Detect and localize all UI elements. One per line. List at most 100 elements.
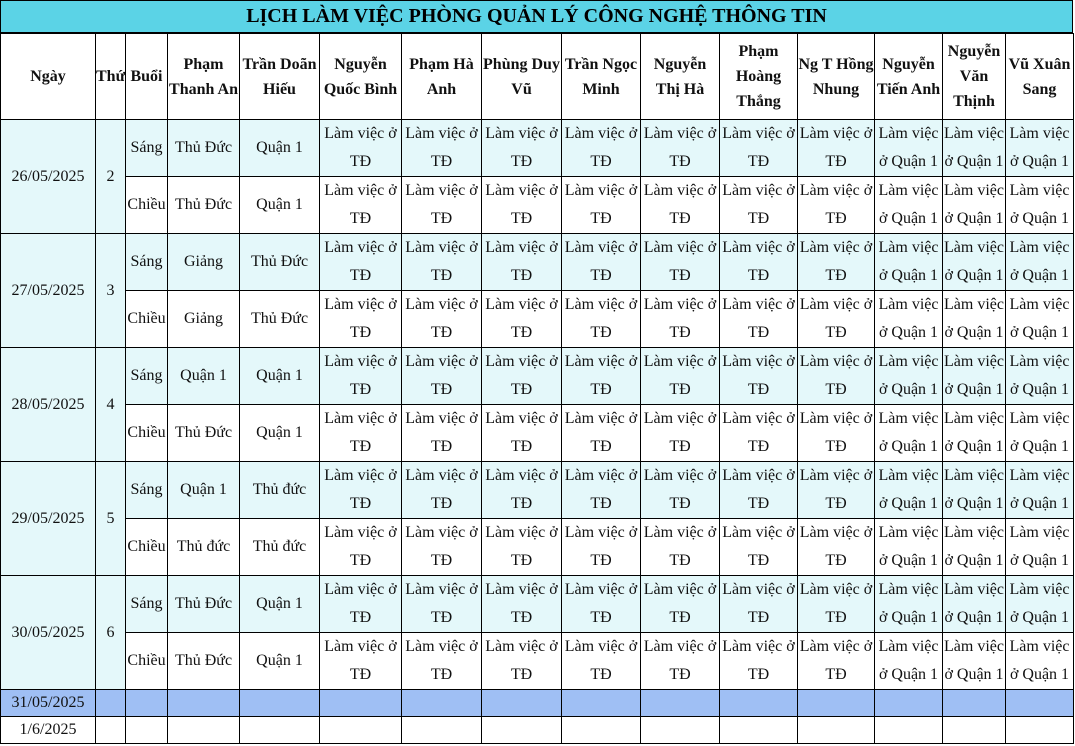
schedule-cell[interactable]: Làm việc ở TĐ: [481, 233, 562, 291]
schedule-cell[interactable]: Làm việc ở Quận 1: [874, 290, 943, 348]
schedule-cell[interactable]: Làm việc ở TĐ: [481, 290, 562, 348]
schedule-cell[interactable]: Làm việc ở TĐ: [319, 290, 402, 348]
schedule-cell[interactable]: Giảng: [167, 290, 240, 348]
schedule-cell[interactable]: Làm việc ở TĐ: [319, 632, 402, 690]
schedule-cell[interactable]: Làm việc ở TĐ: [640, 347, 720, 405]
schedule-cell[interactable]: Làm việc ở Quận 1: [874, 347, 943, 405]
schedule-cell[interactable]: Làm việc ở TĐ: [481, 632, 562, 690]
schedule-cell[interactable]: Làm việc ở TĐ: [561, 290, 641, 348]
schedule-cell[interactable]: Làm việc ở Quận 1: [874, 404, 943, 462]
empty-cell[interactable]: [719, 689, 798, 717]
header-person[interactable]: Phùng Duy Vũ: [481, 33, 562, 120]
schedule-cell[interactable]: Thủ Đức: [167, 632, 240, 690]
empty-cell[interactable]: [239, 689, 320, 717]
schedule-cell[interactable]: Làm việc ở TĐ: [401, 290, 482, 348]
session-cell[interactable]: Sáng: [125, 119, 168, 177]
schedule-cell[interactable]: Làm việc ở TĐ: [561, 347, 641, 405]
schedule-cell[interactable]: Làm việc ở Quận 1: [1005, 119, 1074, 177]
session-cell[interactable]: Chiều: [125, 290, 168, 348]
date-cell[interactable]: 29/05/2025: [0, 461, 96, 576]
schedule-cell[interactable]: Thủ Đức: [167, 119, 240, 177]
empty-cell[interactable]: [167, 716, 240, 744]
session-cell[interactable]: Chiều: [125, 404, 168, 462]
empty-cell[interactable]: [797, 716, 875, 744]
schedule-cell[interactable]: Làm việc ở TĐ: [481, 347, 562, 405]
schedule-cell[interactable]: Làm việc ở Quận 1: [1005, 575, 1074, 633]
schedule-cell[interactable]: Làm việc ở TĐ: [561, 632, 641, 690]
weekday-cell[interactable]: 2: [95, 119, 126, 234]
schedule-cell[interactable]: Làm việc ở TĐ: [797, 461, 875, 519]
session-cell[interactable]: Chiều: [125, 632, 168, 690]
schedule-cell[interactable]: Làm việc ở Quận 1: [942, 404, 1006, 462]
schedule-cell[interactable]: Làm việc ở Quận 1: [1005, 461, 1074, 519]
session-cell[interactable]: Sáng: [125, 233, 168, 291]
date-cell[interactable]: 1/6/2025: [0, 716, 96, 744]
date-cell[interactable]: 26/05/2025: [0, 119, 96, 234]
schedule-cell[interactable]: Làm việc ở TĐ: [401, 347, 482, 405]
schedule-cell[interactable]: Thủ đức: [239, 461, 320, 519]
schedule-cell[interactable]: Làm việc ở TĐ: [719, 461, 798, 519]
schedule-cell[interactable]: Làm việc ở TĐ: [719, 119, 798, 177]
schedule-cell[interactable]: Làm việc ở TĐ: [481, 461, 562, 519]
header-person[interactable]: Phạm Hoàng Thắng: [719, 33, 798, 120]
schedule-cell[interactable]: Giảng: [167, 233, 240, 291]
empty-cell[interactable]: [95, 716, 126, 744]
empty-cell[interactable]: [125, 716, 168, 744]
empty-cell[interactable]: [1005, 689, 1074, 717]
empty-cell[interactable]: [942, 716, 1006, 744]
schedule-cell[interactable]: Làm việc ở TĐ: [319, 518, 402, 576]
schedule-cell[interactable]: Làm việc ở TĐ: [797, 404, 875, 462]
weekday-cell[interactable]: 6: [95, 575, 126, 690]
empty-cell[interactable]: [401, 716, 482, 744]
schedule-cell[interactable]: Làm việc ở TĐ: [481, 176, 562, 234]
schedule-cell[interactable]: Làm việc ở Quận 1: [942, 518, 1006, 576]
schedule-cell[interactable]: Thủ Đức: [167, 176, 240, 234]
empty-cell[interactable]: [561, 689, 641, 717]
schedule-cell[interactable]: Làm việc ở TĐ: [561, 233, 641, 291]
schedule-cell[interactable]: Quận 1: [239, 404, 320, 462]
empty-cell[interactable]: [481, 689, 562, 717]
schedule-cell[interactable]: Quận 1: [239, 176, 320, 234]
schedule-cell[interactable]: Làm việc ở Quận 1: [1005, 347, 1074, 405]
schedule-cell[interactable]: Làm việc ở TĐ: [561, 404, 641, 462]
schedule-cell[interactable]: Làm việc ở TĐ: [640, 404, 720, 462]
empty-cell[interactable]: [719, 716, 798, 744]
date-cell[interactable]: 27/05/2025: [0, 233, 96, 348]
empty-cell[interactable]: [319, 716, 402, 744]
empty-cell[interactable]: [874, 716, 943, 744]
schedule-cell[interactable]: Làm việc ở Quận 1: [1005, 632, 1074, 690]
schedule-cell[interactable]: Làm việc ở Quận 1: [1005, 176, 1074, 234]
schedule-cell[interactable]: Làm việc ở Quận 1: [1005, 518, 1074, 576]
schedule-cell[interactable]: Làm việc ở TĐ: [719, 176, 798, 234]
empty-cell[interactable]: [125, 689, 168, 717]
schedule-cell[interactable]: Làm việc ở TĐ: [719, 290, 798, 348]
schedule-cell[interactable]: Quận 1: [239, 632, 320, 690]
schedule-cell[interactable]: Làm việc ở TĐ: [797, 575, 875, 633]
schedule-cell[interactable]: Làm việc ở TĐ: [401, 119, 482, 177]
weekday-cell[interactable]: 3: [95, 233, 126, 348]
header-person[interactable]: Phạm Hà Anh: [401, 33, 482, 120]
schedule-cell[interactable]: Làm việc ở Quận 1: [942, 233, 1006, 291]
schedule-cell[interactable]: Làm việc ở Quận 1: [874, 233, 943, 291]
schedule-cell[interactable]: Làm việc ở TĐ: [797, 518, 875, 576]
schedule-cell[interactable]: Làm việc ở Quận 1: [942, 119, 1006, 177]
schedule-cell[interactable]: Làm việc ở TĐ: [319, 404, 402, 462]
session-cell[interactable]: Chiều: [125, 176, 168, 234]
session-cell[interactable]: Sáng: [125, 461, 168, 519]
schedule-cell[interactable]: Làm việc ở TĐ: [319, 119, 402, 177]
header-date[interactable]: Ngày: [0, 33, 96, 120]
weekday-cell[interactable]: 4: [95, 347, 126, 462]
empty-cell[interactable]: [942, 689, 1006, 717]
schedule-cell[interactable]: Làm việc ở TĐ: [797, 176, 875, 234]
date-cell[interactable]: 28/05/2025: [0, 347, 96, 462]
schedule-cell[interactable]: Thủ đức: [239, 518, 320, 576]
header-weekday[interactable]: Thứ: [95, 33, 126, 120]
empty-cell[interactable]: [481, 716, 562, 744]
date-cell[interactable]: 30/05/2025: [0, 575, 96, 690]
schedule-cell[interactable]: Làm việc ở Quận 1: [874, 632, 943, 690]
schedule-cell[interactable]: Làm việc ở TĐ: [481, 404, 562, 462]
header-person[interactable]: Ng T Hồng Nhung: [797, 33, 875, 120]
schedule-cell[interactable]: Làm việc ở TĐ: [797, 290, 875, 348]
empty-cell[interactable]: [797, 689, 875, 717]
empty-cell[interactable]: [561, 716, 641, 744]
